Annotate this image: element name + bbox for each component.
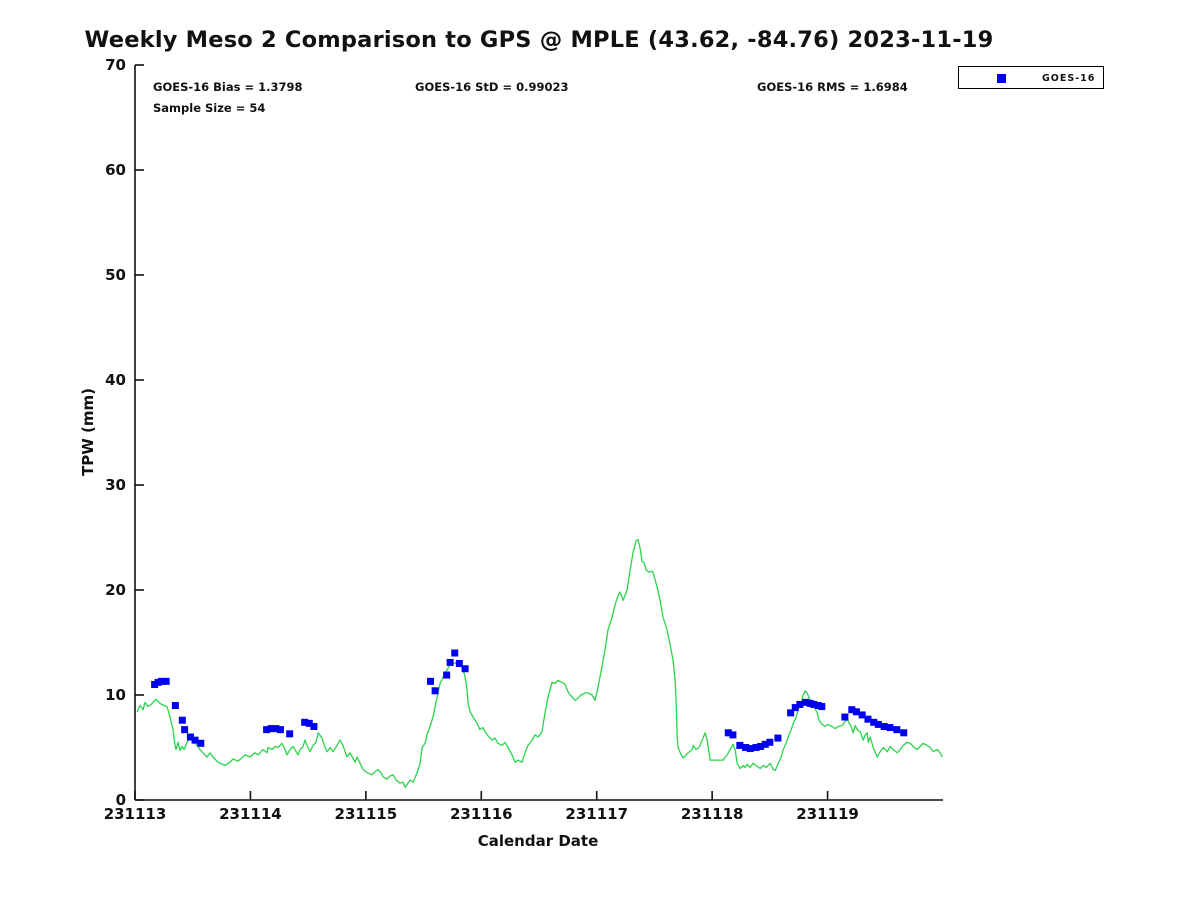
stat-sample-size: Sample Size = 54: [153, 101, 266, 115]
goes16-marker: [874, 720, 882, 728]
x-axis-label: Calendar Date: [477, 832, 599, 850]
goes16-marker: [796, 700, 804, 708]
chart-title: Weekly Meso 2 Comparison to GPS @ MPLE (…: [84, 27, 994, 53]
goes16-marker: [787, 709, 795, 717]
goes16-marker: [752, 744, 760, 751]
goes16-marker: [186, 733, 194, 741]
goes16-marker: [443, 671, 451, 679]
goes16-marker: [736, 741, 744, 749]
goes16-marker: [742, 744, 750, 751]
stat-std: GOES-16 StD = 0.99023: [415, 80, 569, 94]
goes16-marker: [426, 677, 434, 685]
goes16-marker: [848, 706, 856, 714]
goes16-marker: [171, 702, 179, 709]
goes16-marker: [305, 719, 313, 727]
legend-box: GOES-16: [958, 66, 1104, 89]
goes16-marker: [178, 716, 186, 724]
y-tick-label: 60: [105, 161, 126, 179]
goes16-marker: [886, 724, 894, 732]
goes16-marker: [301, 718, 309, 726]
x-tick-label: 231116: [450, 805, 513, 823]
goes16-marker: [880, 723, 888, 730]
x-tick-label: 231119: [796, 805, 859, 823]
goes16-marker: [774, 734, 782, 742]
x-tick-label: 231115: [335, 805, 398, 823]
goes16-marker: [791, 704, 799, 712]
legend-label: GOES-16: [1042, 73, 1096, 84]
goes16-marker: [761, 740, 769, 748]
legend-marker-square-icon: [997, 74, 1006, 83]
y-tick-label: 50: [105, 266, 126, 284]
goes16-marker: [451, 649, 459, 657]
stat-rms: GOES-16 RMS = 1.6984: [757, 80, 908, 94]
goes16-marker: [893, 726, 901, 734]
goes16-marker: [276, 726, 284, 734]
goes16-marker: [852, 708, 860, 716]
goes16-marker: [197, 739, 205, 747]
goes16-marker: [286, 730, 294, 738]
goes16-marker: [757, 742, 765, 750]
goes16-marker: [864, 715, 872, 723]
goes16-marker: [191, 736, 199, 744]
y-tick-label: 40: [105, 371, 126, 389]
goes16-marker: [446, 658, 454, 666]
goes16-marker: [158, 677, 166, 685]
goes16-marker: [272, 725, 280, 733]
goes16-marker: [263, 726, 271, 734]
goes16-marker: [724, 729, 732, 737]
goes16-marker: [729, 731, 737, 739]
goes16-marker: [870, 718, 878, 726]
y-tick-label: 30: [105, 476, 126, 494]
stat-bias: GOES-16 Bias = 1.3798: [153, 80, 303, 94]
y-tick-label: 20: [105, 581, 126, 599]
x-tick-label: 231118: [681, 805, 744, 823]
y-tick-label: 10: [105, 686, 126, 704]
goes16-marker: [431, 687, 439, 695]
goes16-marker: [162, 677, 170, 685]
goes16-marker: [802, 698, 810, 706]
goes16-marker: [310, 723, 318, 730]
y-tick-label: 0: [116, 791, 126, 809]
goes16-marker: [181, 726, 189, 734]
goes16-marker: [455, 660, 463, 667]
x-tick-label: 231117: [565, 805, 628, 823]
goes16-marker: [900, 729, 908, 737]
goes16-marker: [746, 745, 754, 753]
y-axis-label: TPW (mm): [79, 388, 97, 476]
goes16-marker: [818, 703, 826, 711]
goes16-marker: [461, 665, 469, 673]
x-tick-label: 231113: [104, 805, 167, 823]
goes16-marker: [858, 711, 866, 719]
goes16-marker: [810, 700, 818, 708]
goes16-marker: [267, 725, 275, 733]
goes16-marker: [766, 738, 774, 746]
x-tick-label: 231114: [219, 805, 282, 823]
y-tick-label: 70: [105, 56, 126, 74]
gps-line: [136, 538, 943, 789]
goes16-marker: [841, 713, 849, 721]
